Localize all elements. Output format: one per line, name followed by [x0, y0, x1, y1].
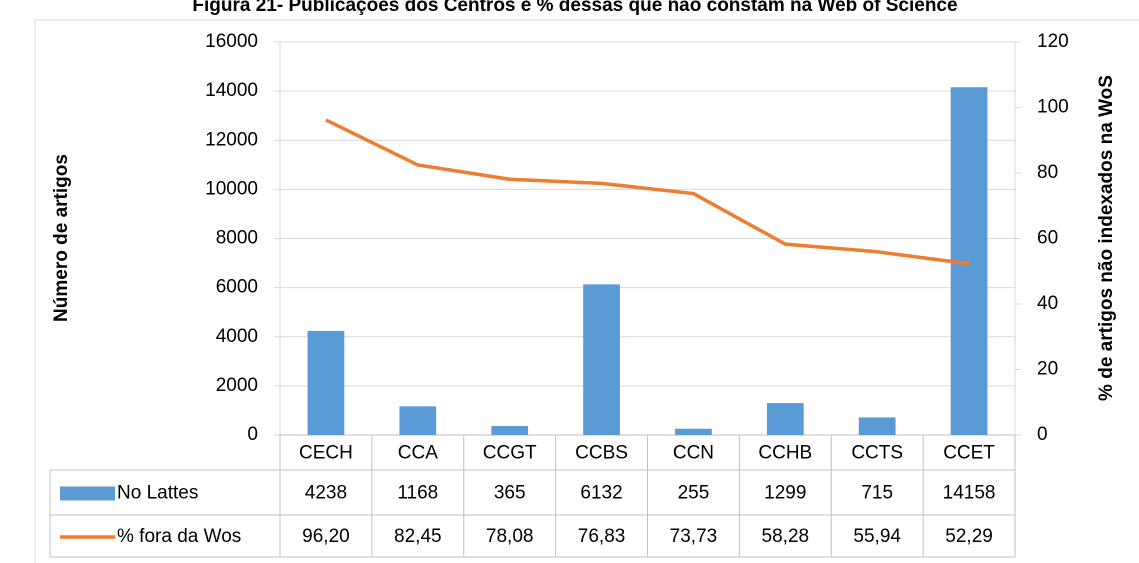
x-tick-label: CCHB	[758, 443, 812, 464]
table-value: 76,83	[578, 526, 626, 547]
x-tick-label: CECH	[299, 443, 353, 464]
bar	[399, 406, 437, 435]
table-value: 82,45	[394, 526, 442, 547]
y2-tick-label: 20	[1037, 359, 1058, 380]
table-value: 78,08	[486, 526, 534, 547]
table-value: 96,20	[302, 526, 350, 547]
x-tick-label: CCA	[398, 443, 438, 464]
y-tick-label: 2000	[216, 375, 258, 396]
y2-tick-label: 80	[1037, 162, 1058, 183]
bar	[491, 426, 529, 435]
legend-label: No Lattes	[117, 483, 198, 504]
bar	[858, 417, 896, 435]
y-axis-label: Número de artigos	[51, 154, 72, 322]
table-value: 715	[861, 483, 893, 504]
y-tick-label: 4000	[216, 326, 258, 347]
bar	[583, 284, 620, 435]
table-value: 58,28	[762, 526, 810, 547]
x-tick-label: CCBS	[575, 443, 628, 464]
table-value: 255	[678, 483, 710, 504]
chart-title: Figura 21- Publicações dos Centros e % d…	[192, 0, 957, 16]
y2-tick-label: 60	[1037, 228, 1058, 249]
y-tick-label: 16000	[205, 31, 258, 52]
table-value: 6132	[580, 483, 622, 504]
y2-tick-label: 40	[1037, 293, 1058, 314]
x-tick-label: CCTS	[851, 443, 903, 464]
bar	[766, 403, 804, 435]
x-tick-label: CCET	[943, 443, 995, 464]
y2-tick-label: 120	[1037, 31, 1069, 52]
table-value: 55,94	[853, 526, 901, 547]
y2-tick-label: 0	[1037, 424, 1048, 445]
line	[325, 118, 970, 266]
table-value: 1168	[397, 483, 438, 504]
table-value: 4238	[305, 483, 347, 504]
table-value: 365	[494, 483, 526, 504]
x-tick-label: CCGT	[483, 443, 537, 464]
y2-tick-label: 100	[1037, 97, 1069, 118]
y-tick-label: 12000	[205, 129, 258, 150]
y-tick-label: 14000	[205, 80, 258, 101]
legend-swatch	[60, 486, 115, 501]
y-tick-label: 10000	[205, 178, 258, 199]
x-tick-label: CCN	[673, 443, 714, 464]
y-tick-label: 6000	[216, 277, 258, 298]
y-tick-label: 0	[247, 424, 258, 445]
table-value: 1299	[764, 483, 806, 504]
bar	[307, 330, 345, 435]
table-value: 73,73	[670, 526, 718, 547]
y-tick-label: 8000	[216, 228, 258, 249]
bar	[675, 428, 712, 435]
table-value: 14158	[943, 483, 996, 504]
table-value: 52,29	[945, 526, 993, 547]
chart-border	[34, 19, 1139, 563]
legend-label: % fora da Wos	[117, 526, 241, 547]
y2-axis-label: % de artigos não indexados na WoS	[1096, 75, 1117, 401]
